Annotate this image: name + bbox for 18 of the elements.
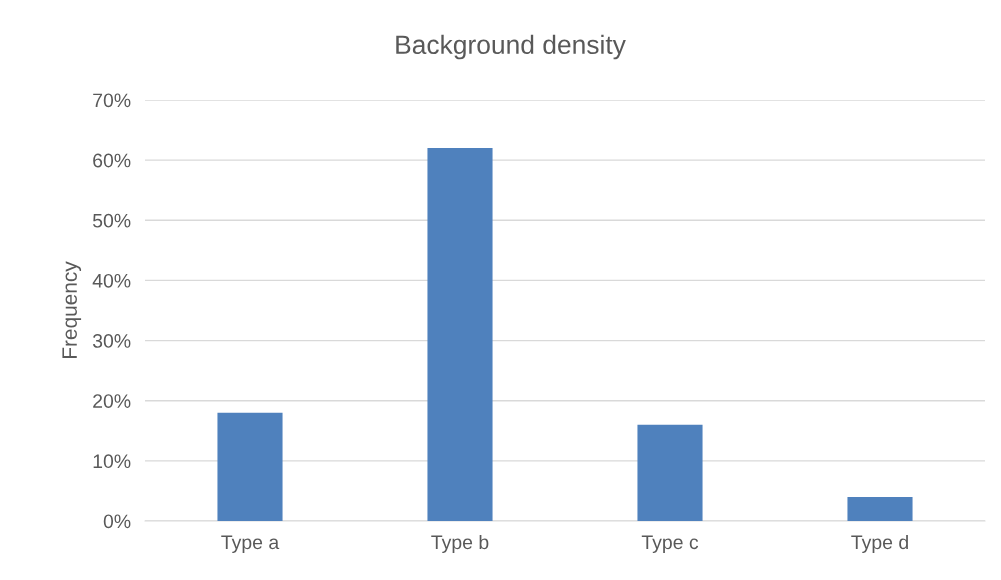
bar: [847, 496, 913, 521]
bar: [427, 148, 493, 521]
bar: [637, 424, 703, 521]
bar: [217, 412, 283, 521]
x-tick-label: Type d: [851, 534, 908, 554]
y-tick-label: 0%: [103, 514, 131, 529]
y-tick-label: 10%: [93, 454, 131, 469]
y-tick-label: 20%: [93, 394, 131, 408]
x-tick-label: Type c: [641, 535, 699, 554]
y-axis-title: Frequency: [62, 261, 82, 358]
y-tick-label: 50%: [92, 213, 131, 228]
x-tick-label: Type b: [431, 534, 489, 554]
y-tick-label: 70%: [93, 93, 131, 108]
chart-title: Background density: [396, 34, 626, 60]
y-tick-label: 30%: [92, 334, 131, 348]
x-tick-label: Type a: [221, 535, 280, 554]
y-tick-label: 60%: [93, 153, 131, 168]
y-tick-label: 40%: [92, 273, 131, 288]
